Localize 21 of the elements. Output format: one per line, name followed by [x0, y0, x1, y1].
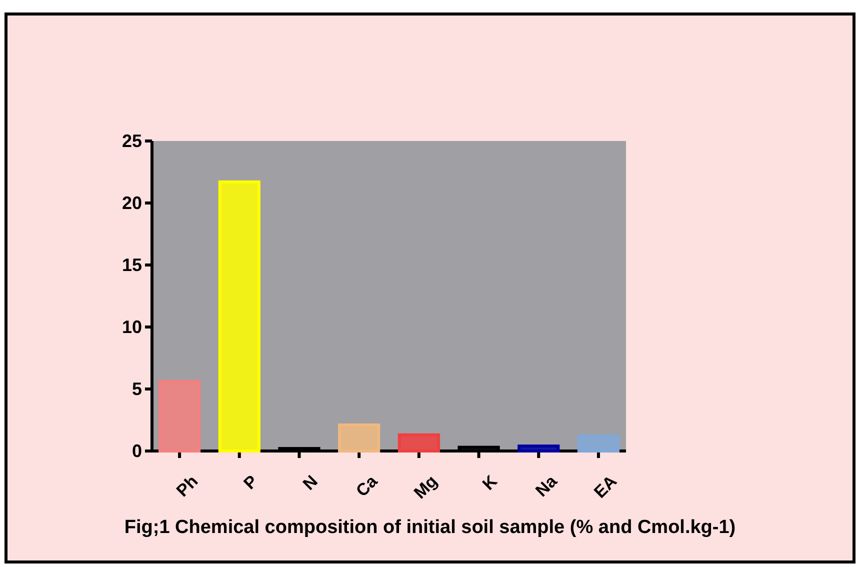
bar — [577, 434, 620, 452]
x-tick-label: EA — [590, 472, 621, 502]
bar — [158, 380, 201, 452]
bar — [398, 433, 440, 452]
x-tick-label: K — [478, 471, 502, 494]
y-tick-label: 15 — [122, 254, 142, 275]
y-tick-label: 25 — [122, 130, 142, 151]
bar — [218, 180, 260, 452]
y-tick-label: 20 — [122, 192, 142, 213]
bar — [518, 444, 560, 452]
x-tick-label: P — [240, 472, 262, 494]
bar — [338, 423, 380, 452]
y-tick-label: 0 — [132, 440, 142, 461]
y-tick-label: 10 — [122, 316, 142, 337]
x-tick-label: Na — [532, 471, 562, 500]
x-tick-label: N — [299, 472, 322, 494]
text: Fig;1 Chemical composition of initial soil sample (% and Cmol.kg-1) — [124, 517, 736, 538]
x-tick-label: Mg — [410, 472, 442, 502]
y-tick-label: 5 — [132, 378, 142, 399]
x-tick-label: Ph — [172, 472, 202, 500]
x-tick-label: Ca — [352, 471, 382, 500]
